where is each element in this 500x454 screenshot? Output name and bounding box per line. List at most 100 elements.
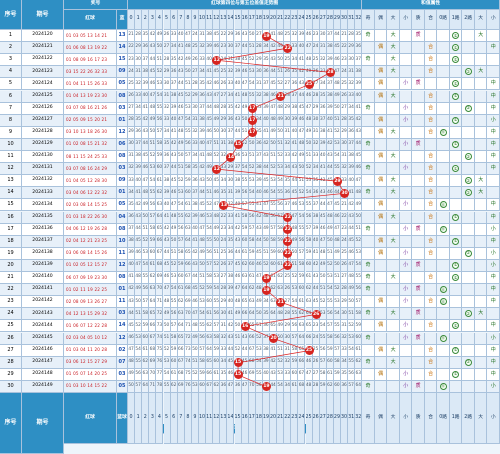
trend-cell: 53	[326, 272, 334, 285]
trend-cell: 58	[149, 223, 157, 236]
trend-cell: 38	[291, 102, 299, 115]
trend-cell: 39	[163, 187, 171, 200]
trend-cell: 64	[156, 211, 164, 224]
row-issue: 2024149	[22, 380, 64, 393]
trend-cell: 65	[177, 332, 185, 345]
trend-cell: 69	[156, 272, 164, 285]
attr-o	[362, 42, 375, 55]
row-red-balls: 03 07 08 16 21 26	[64, 102, 117, 115]
trend-cell: 27	[191, 66, 199, 79]
attr-road-1: ①	[449, 259, 463, 272]
trend-cell: 33	[170, 30, 178, 43]
row-blue-ball: 02	[117, 344, 128, 357]
trend-cell: 38	[319, 126, 327, 139]
trend-cell: 74	[156, 332, 164, 345]
road-marker: ①	[452, 92, 460, 100]
row-blue-ball: 11	[117, 296, 128, 309]
trend-cell: 48	[277, 30, 285, 43]
attr-p: 质	[412, 308, 425, 321]
trend-cell: 47	[319, 235, 327, 248]
head-trend-title: 红球第四位与第五位差值走势图	[128, 0, 363, 10]
trend-cell: 66	[305, 332, 313, 345]
attr-h: 合	[424, 320, 438, 333]
trend-cell: 35	[227, 235, 235, 248]
trend-ball: 19	[261, 382, 271, 392]
trend-cell: 50	[163, 320, 171, 333]
attr-e: 偶	[374, 235, 388, 248]
trend-cell: 51	[333, 272, 341, 285]
row-blue-ball: 05	[117, 199, 128, 212]
trend-cell: 39	[170, 102, 178, 115]
trend-cell: 40	[234, 199, 242, 212]
trend-cell: 38	[262, 344, 270, 357]
attr-o	[362, 175, 375, 188]
attr-size-0	[474, 235, 488, 248]
head-col-20: 20	[270, 10, 278, 30]
trend-cell: 35	[142, 30, 150, 43]
road-marker: ⓪	[439, 286, 447, 294]
trend-cell: 40	[312, 235, 320, 248]
trend-cell: 58	[291, 344, 299, 357]
road-marker: ①	[452, 80, 460, 88]
road-marker: ②	[464, 177, 472, 185]
trend-cell: 36	[227, 247, 235, 260]
trend-cell: 32	[128, 163, 136, 176]
attr-p: 质	[412, 259, 425, 272]
trend-cell: 60	[149, 247, 157, 260]
trend-cell: 47	[305, 368, 313, 381]
attr-size-0	[474, 114, 488, 127]
head-blue: 蓝	[117, 10, 128, 30]
trend-cell: 46	[163, 272, 171, 285]
row-issue: 2024124	[22, 78, 64, 91]
trend-cell: 68	[177, 368, 185, 381]
trend-cell: 42	[270, 356, 278, 369]
trend-ball: 21	[276, 297, 286, 307]
trend-cell: 38	[227, 272, 235, 285]
trend-cell: 37	[326, 78, 334, 91]
attr-h: 合	[424, 187, 438, 200]
trend-cell: 37	[163, 163, 171, 176]
trend-cell: 37	[142, 54, 150, 67]
attr-road-1	[449, 380, 463, 393]
head-col-1: 1	[135, 10, 143, 30]
trend-cell: 32	[348, 78, 356, 91]
attr-road-1	[449, 126, 463, 139]
trend-cell: 55	[213, 296, 221, 309]
trend-cell: 46	[319, 223, 327, 236]
attr-e: 偶	[374, 78, 388, 91]
trend-cell: 29	[227, 30, 235, 43]
trend-cell: 31	[220, 320, 228, 333]
attr-size-0: 大	[474, 30, 488, 43]
trend-cell: 53	[213, 272, 221, 285]
attr-o	[362, 78, 375, 91]
trend-cell: 47	[170, 199, 178, 212]
trend-cell: 23	[312, 30, 320, 43]
trend-cell: 51	[262, 247, 270, 260]
trend-cell: 34	[348, 102, 356, 115]
trend-cell: 31	[312, 126, 320, 139]
attr-e	[374, 30, 388, 43]
head-col-22: 22	[284, 10, 292, 30]
trend-cell: 41	[355, 102, 363, 115]
trend-cell: 63	[298, 320, 306, 333]
attr-road-0	[437, 66, 450, 79]
row-red-balls: 04 12 13 15 29 32	[64, 308, 117, 321]
trend-cell: 31	[220, 138, 228, 151]
trend-cell: 53	[135, 332, 143, 345]
trend-cell: 24	[312, 42, 320, 55]
row-red-balls: 01 05 07 14 20 25	[64, 368, 117, 381]
trend-cell: 42	[206, 78, 214, 91]
row-issue: 2024146	[22, 344, 64, 357]
row-blue-ball: 08	[117, 90, 128, 103]
attr-s	[399, 308, 413, 321]
trend-cell: 46	[262, 187, 270, 200]
trend-cell: 33	[163, 114, 171, 127]
attr-h: 合	[424, 102, 438, 115]
trend-cell: 33	[341, 175, 349, 188]
trend-cell: 32	[255, 90, 263, 103]
trend-cell: 44	[241, 42, 249, 55]
trend-cell: 27	[341, 272, 349, 285]
trend-cell: 59	[199, 368, 207, 381]
trend-cell: 52	[248, 163, 256, 176]
head-red: 红球	[64, 10, 117, 30]
